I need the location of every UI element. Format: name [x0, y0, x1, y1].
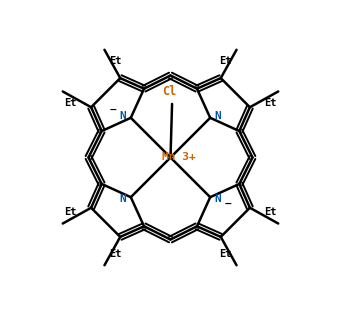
Text: Mn 3+: Mn 3+: [162, 152, 195, 163]
Text: −: −: [110, 105, 117, 115]
Text: Et: Et: [109, 249, 122, 259]
Text: N: N: [215, 111, 221, 121]
Text: −: −: [224, 198, 231, 209]
Text: Cl: Cl: [162, 85, 176, 98]
Text: N: N: [215, 194, 221, 204]
Text: Et: Et: [219, 249, 232, 259]
Text: Et: Et: [64, 98, 77, 107]
Text: N: N: [120, 111, 126, 121]
Text: Et: Et: [264, 98, 277, 107]
Text: Et: Et: [264, 208, 277, 217]
Text: N: N: [120, 194, 126, 204]
Text: Et: Et: [64, 208, 77, 217]
Text: Et: Et: [219, 56, 232, 66]
Text: Et: Et: [109, 56, 122, 66]
